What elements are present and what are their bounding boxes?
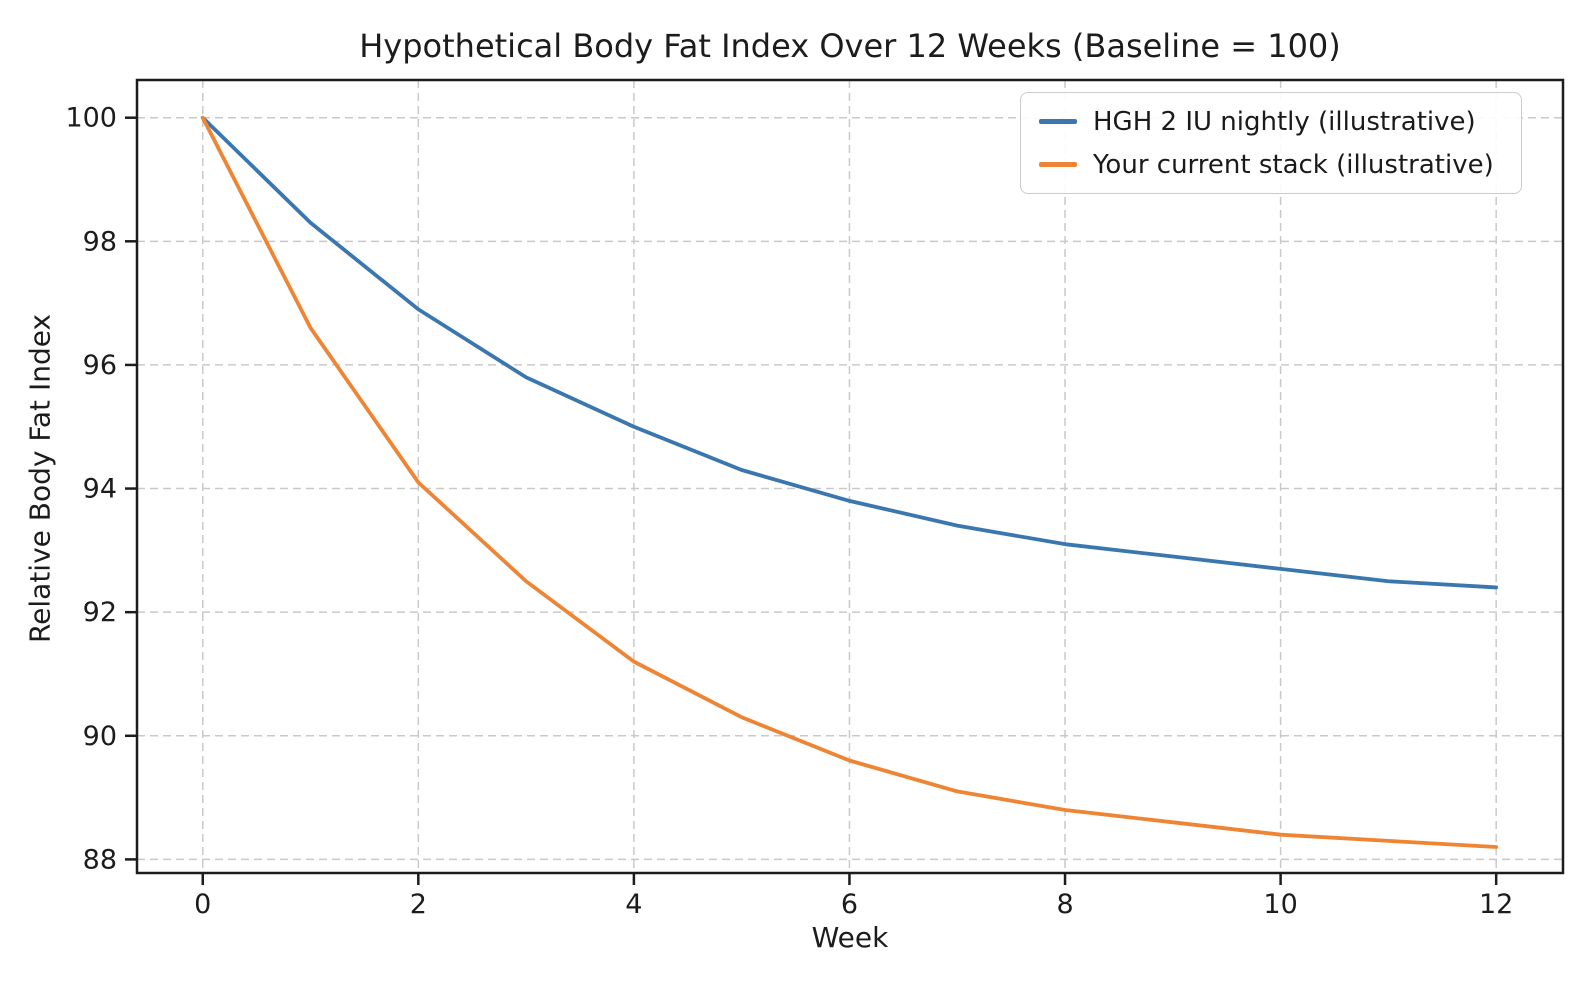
series-line: [200, 115, 1499, 590]
x-tick-label: 6: [841, 889, 858, 920]
legend-swatch-hgh: [1039, 119, 1077, 124]
legend: HGH 2 IU nightly (illustrative) Your cur…: [1020, 92, 1522, 194]
y-tick-label: 92: [83, 597, 117, 628]
y-axis-label: Relative Body Fat Index: [23, 313, 57, 644]
x-tick-label: 8: [1056, 889, 1073, 920]
x-tick-label: 10: [1263, 889, 1297, 920]
y-tick-label: 96: [83, 350, 117, 381]
y-tick-label: 90: [83, 721, 117, 752]
series-line: [200, 115, 1499, 849]
x-tick-label: 12: [1479, 889, 1513, 920]
y-tick-label: 94: [83, 474, 117, 505]
legend-item-hgh: HGH 2 IU nightly (illustrative): [1039, 100, 1503, 143]
legend-label-hgh: HGH 2 IU nightly (illustrative): [1093, 106, 1476, 137]
y-tick-label: 100: [65, 103, 117, 134]
legend-item-current-stack: Your current stack (illustrative): [1039, 143, 1503, 186]
y-tick-label: 88: [83, 844, 117, 875]
legend-label-current-stack: Your current stack (illustrative): [1093, 149, 1494, 180]
x-tick-label: 0: [194, 889, 211, 920]
x-tick-label: 4: [625, 889, 642, 920]
y-tick-label: 98: [83, 226, 117, 257]
x-axis-label: Week: [811, 921, 889, 954]
legend-swatch-current-stack: [1039, 162, 1077, 167]
x-tick-label: 2: [410, 889, 427, 920]
chart-title: Hypothetical Body Fat Index Over 12 Week…: [359, 27, 1341, 65]
